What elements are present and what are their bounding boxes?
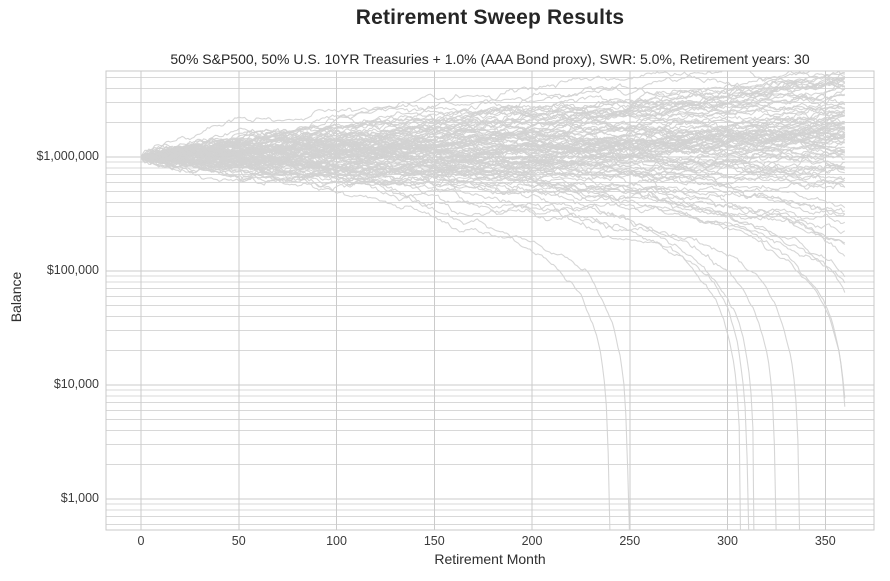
simulation-path bbox=[140, 129, 846, 161]
x-tick-label: 50 bbox=[231, 534, 246, 548]
grid-major bbox=[106, 71, 874, 530]
simulation-path bbox=[140, 154, 845, 188]
y-tick-label: $10,000 bbox=[53, 377, 99, 391]
simulation-path bbox=[140, 156, 846, 235]
simulation-path bbox=[140, 152, 611, 530]
simulation-path bbox=[140, 105, 845, 158]
simulation-path bbox=[140, 72, 845, 158]
x-tick-label: 100 bbox=[326, 534, 347, 548]
x-tick-label: 350 bbox=[814, 534, 836, 548]
y-tick-label: $1,000,000 bbox=[36, 149, 99, 163]
simulation-path bbox=[140, 155, 755, 530]
simulation-path bbox=[140, 93, 846, 160]
simulation-path bbox=[140, 78, 846, 158]
simulation-path bbox=[140, 156, 741, 530]
simulation-path bbox=[140, 71, 845, 159]
simulation-path bbox=[140, 154, 777, 530]
simulation-path bbox=[140, 129, 846, 159]
simulation-path bbox=[140, 156, 846, 225]
y-tick-label: $100,000 bbox=[46, 263, 99, 277]
x-tick-label: 200 bbox=[521, 534, 543, 548]
chart-subtitle: 50% S&P500, 50% U.S. 10YR Treasuries + 1… bbox=[170, 51, 810, 67]
simulation-path bbox=[140, 156, 846, 399]
simulation-path bbox=[140, 121, 846, 158]
simulation-path bbox=[140, 111, 846, 168]
x-tick-label: 150 bbox=[423, 534, 445, 548]
x-tick-label: 0 bbox=[137, 534, 145, 548]
simulation-paths bbox=[140, 71, 846, 530]
simulation-path bbox=[140, 75, 846, 162]
x-tick-label: 300 bbox=[717, 534, 738, 548]
simulation-path bbox=[140, 156, 801, 530]
y-tick-label: $1,000 bbox=[60, 491, 99, 505]
simulation-path bbox=[140, 76, 846, 158]
simulation-path bbox=[140, 154, 846, 183]
x-axis-label: Retirement Month bbox=[434, 551, 546, 567]
plot-border bbox=[105, 70, 875, 531]
simulation-path bbox=[140, 141, 845, 167]
chart-title: Retirement Sweep Results bbox=[355, 6, 625, 29]
x-tick-label: 250 bbox=[619, 534, 641, 548]
simulation-path bbox=[140, 152, 846, 284]
simulation-path bbox=[140, 121, 845, 166]
simulation-path bbox=[140, 154, 630, 530]
simulation-path bbox=[140, 82, 845, 158]
simulation-path bbox=[140, 142, 845, 169]
